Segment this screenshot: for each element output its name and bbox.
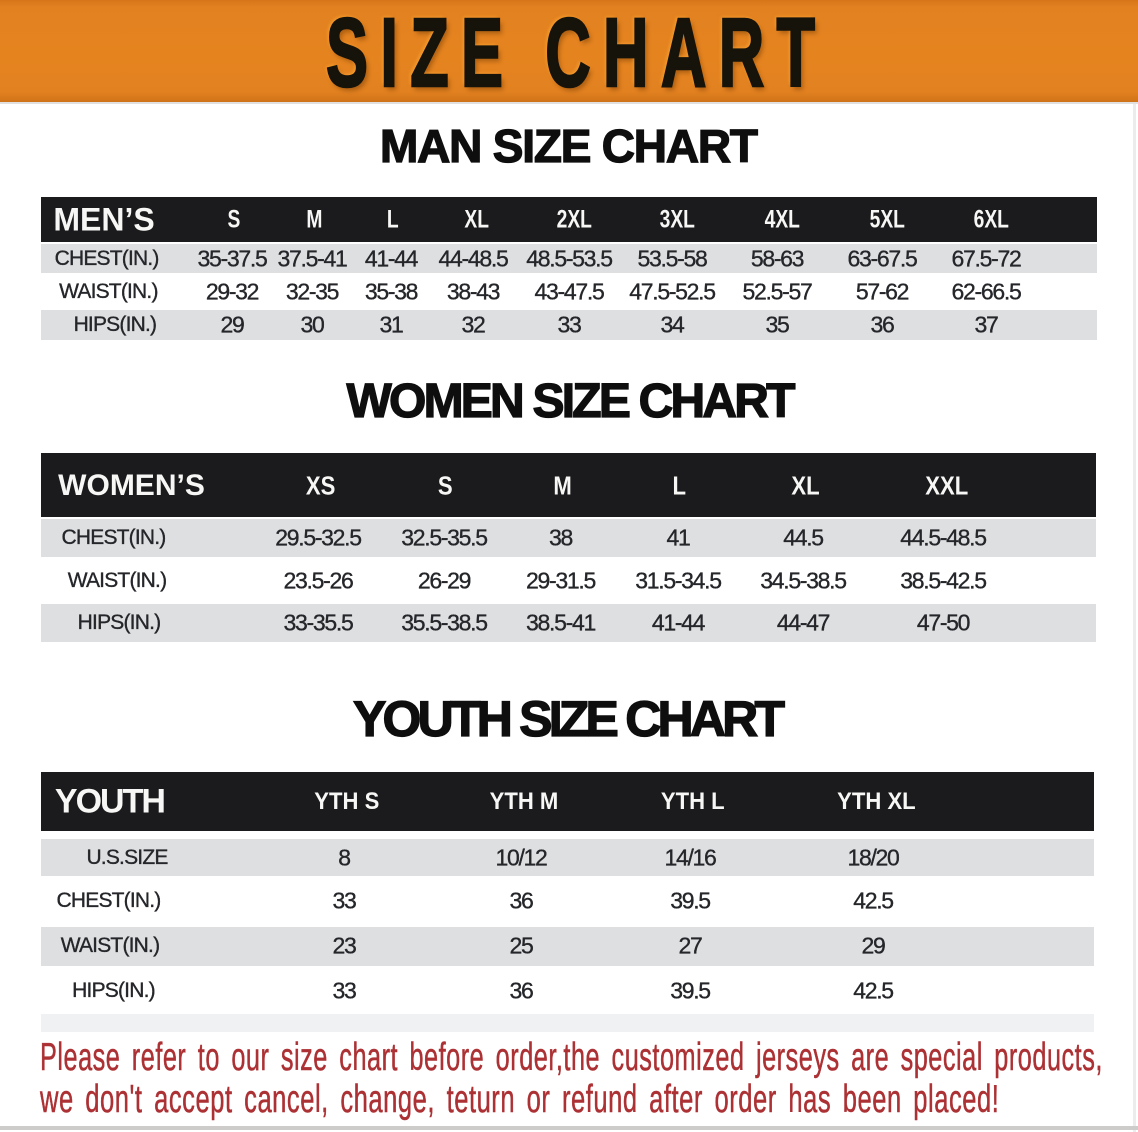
svg-text:MAN SIZE CHART: MAN SIZE CHART: [380, 120, 758, 172]
svg-text:WOMEN SIZE CHART: WOMEN SIZE CHART: [347, 375, 796, 428]
svg-text:YOUTH SIZE CHART: YOUTH SIZE CHART: [353, 691, 785, 747]
